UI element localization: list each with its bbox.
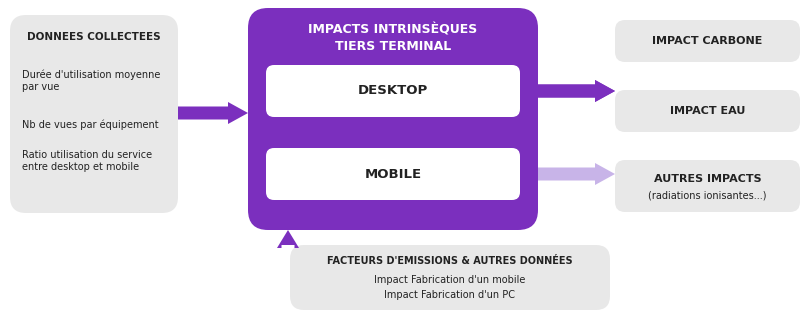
FancyBboxPatch shape — [290, 245, 610, 310]
Text: IMPACTS INTRINSÈQUES: IMPACTS INTRINSÈQUES — [309, 24, 478, 36]
Text: MOBILE: MOBILE — [364, 167, 421, 181]
Text: IMPACT EAU: IMPACT EAU — [670, 106, 745, 116]
FancyBboxPatch shape — [615, 160, 800, 212]
Text: Impact Fabrication d'un mobile: Impact Fabrication d'un mobile — [374, 275, 526, 285]
Text: AUTRES IMPACTS: AUTRES IMPACTS — [654, 174, 761, 184]
Polygon shape — [538, 80, 615, 102]
Text: IMPACT CARBONE: IMPACT CARBONE — [652, 36, 763, 46]
FancyBboxPatch shape — [266, 65, 520, 117]
Text: (radiations ionisantes...): (radiations ionisantes...) — [648, 191, 767, 201]
FancyBboxPatch shape — [266, 148, 520, 200]
Text: DESKTOP: DESKTOP — [358, 84, 428, 98]
Text: Impact Fabrication d'un PC: Impact Fabrication d'un PC — [385, 290, 515, 300]
Text: Nb de vues par équipement: Nb de vues par équipement — [22, 120, 159, 131]
FancyBboxPatch shape — [615, 20, 800, 62]
Text: FACTEURS D'EMISSIONS & AUTRES DONNÉES: FACTEURS D'EMISSIONS & AUTRES DONNÉES — [327, 256, 573, 266]
FancyBboxPatch shape — [615, 90, 800, 132]
Text: Ratio utilisation du service
entre desktop et mobile: Ratio utilisation du service entre deskt… — [22, 150, 152, 171]
Polygon shape — [178, 102, 248, 124]
FancyBboxPatch shape — [248, 8, 538, 230]
Polygon shape — [538, 80, 615, 102]
Text: TIERS TERMINAL: TIERS TERMINAL — [335, 40, 451, 52]
Polygon shape — [538, 163, 615, 185]
Polygon shape — [277, 230, 299, 248]
FancyBboxPatch shape — [10, 15, 178, 213]
Text: Durée d'utilisation moyenne
par vue: Durée d'utilisation moyenne par vue — [22, 70, 160, 92]
Text: DONNEES COLLECTEES: DONNEES COLLECTEES — [28, 32, 161, 42]
